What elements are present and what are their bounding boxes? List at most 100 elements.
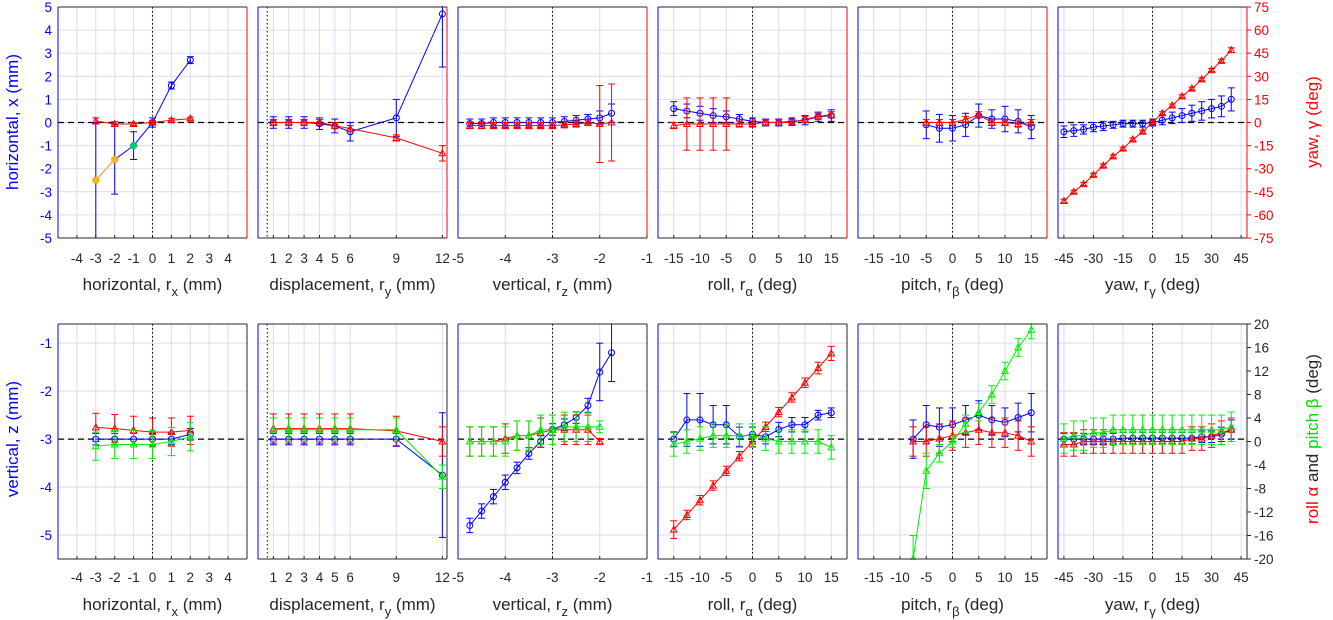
bottom-right-tick-label: 12	[1254, 364, 1269, 379]
bottom-panel-4-x-axis-label-unit: (deg)	[753, 595, 797, 614]
top-panel-5-x-tick-label: -15	[864, 251, 884, 266]
top-panel-4-x-tick-label: 15	[824, 251, 839, 266]
top-panel-5-x-tick-label: 10	[997, 251, 1012, 266]
bottom-panel-3-series-group	[465, 323, 616, 534]
bottom-panel-5-series-3-point	[961, 419, 970, 427]
bottom-panel-5-x-axis-label-unit: (deg)	[960, 595, 1004, 614]
bottom-right-tick-label: 0	[1254, 435, 1262, 450]
top-panel-2-x-axis-label-subscript: y	[385, 284, 392, 299]
top-panel-2-x-axis-label: displacement, ry (mm)	[269, 275, 435, 299]
top-right-tick-label: -30	[1254, 162, 1274, 177]
top-panel-1-x-tick-label: -4	[71, 251, 83, 266]
top-panel-3-series-2-point	[489, 121, 498, 129]
top-panel-1-x-tick-label: 4	[224, 251, 232, 266]
top-right-tick-label: -75	[1254, 231, 1274, 246]
bottom-right-tick-label: 4	[1254, 411, 1262, 426]
data-layer	[91, 6, 1236, 560]
top-panel-6-series-2-line	[1063, 49, 1232, 202]
bottom-right-tick-label: -4	[1254, 458, 1266, 473]
top-panel-2-series-2-point	[269, 117, 278, 126]
bottom-panel-3-series-3-point	[501, 436, 510, 445]
top-panel-2-x-axis-label-unit: (mm)	[391, 275, 435, 294]
bottom-panel-3-series-3-point	[477, 436, 486, 445]
bottom-panel-5-series-1-line	[912, 412, 1032, 440]
bottom-panel-4-series-2-point	[774, 407, 783, 416]
top-panel-1-x-axis-label: horizontal, rx (mm)	[83, 275, 223, 299]
top-panel-1-series-4-point	[130, 142, 138, 150]
bottom-left-tick-label: -4	[40, 480, 52, 495]
bottom-panel-2-series-2-point	[438, 436, 447, 445]
top-panel-3-series-2-point	[465, 121, 474, 129]
bottom-panel-4-series-3-point	[669, 439, 678, 448]
top-panel-3-series-2-point	[583, 117, 592, 126]
top-panel-6-series-2-point	[1217, 56, 1226, 64]
top-panel-1-series-2-point	[110, 119, 119, 128]
top-panel-2-x-tick-label: 12	[435, 251, 450, 266]
top-panel-5-x-tick-label: -5	[920, 251, 932, 266]
label-layer: horizontal, x (mm) yaw, γ (deg) vertical…	[3, 54, 1322, 524]
bottom-panel-5-x-tick-label: -5	[920, 570, 932, 585]
bottom-panel-2-series-3-point	[438, 472, 447, 480]
bottom-panel-4-series-3-point	[735, 431, 744, 439]
top-panel-6-x-tick-label: -45	[1054, 251, 1074, 266]
top-panel-1-x-tick-label: -3	[90, 251, 102, 266]
bottom-left-tick-label: -1	[40, 336, 52, 351]
bottom-panel-5-x-axis-label: pitch, rβ (deg)	[901, 595, 1004, 619]
bottom-panel-5-series-3-point	[974, 407, 983, 416]
top-panel-1-series-3-point	[111, 155, 119, 163]
top-panel-1-x-tick-label: 1	[168, 251, 176, 266]
bottom-panel-2-x-axis-label-subscript: y	[385, 604, 392, 619]
bottom-panel-1-x-tick-label: -3	[90, 570, 102, 585]
top-panel-6-series-1-point	[1168, 114, 1176, 122]
top-panel-6-series-2-point	[1118, 144, 1128, 152]
bottom-panel-4-series-1-point	[827, 409, 835, 417]
top-panel-3-x-axis-label-main: vertical, r	[493, 275, 562, 294]
bottom-left-tick-label: -3	[40, 432, 52, 447]
bottom-right-tick-label: -8	[1254, 482, 1266, 497]
top-left-ylabel: horizontal, x (mm)	[3, 54, 22, 190]
bottom-panel-1-x-axis-label-unit: (mm)	[178, 595, 222, 614]
top-panel-1-series-3-line	[95, 159, 116, 181]
bottom-panel-4-x-axis-label-main: roll, r	[708, 595, 746, 614]
bottom-right-tick-label: -16	[1254, 529, 1274, 544]
bottom-panel-3-series-2-point	[595, 436, 604, 445]
top-panel-4-series-2-point	[722, 119, 731, 128]
top-panel-6-series-2-point	[1069, 187, 1078, 195]
top-panel-6-series-2-point	[1089, 170, 1098, 178]
top-panel-6-x-tick-label: -15	[1113, 251, 1133, 266]
bottom-panel-6-series-3-point	[1109, 425, 1118, 433]
top-panel-6-x-axis-label-subscript: γ	[1149, 284, 1156, 299]
bottom-panel-2-series-3-point	[315, 425, 324, 433]
bottom-panel-1-series-group	[91, 412, 195, 461]
top-panel-1-series-2-point	[148, 117, 157, 126]
bottom-panel-1-x-tick-label: 4	[224, 570, 232, 585]
bottom-panel-3-series-3-point	[536, 425, 545, 433]
top-panel-5-series-2-point	[935, 117, 944, 126]
top-panel-3-series-2-point	[607, 117, 616, 126]
top-panel-6-series-1-point	[1109, 121, 1117, 129]
top-panel-5-series-2-point	[1000, 117, 1010, 126]
top-panel-6-series-2-point	[1079, 179, 1088, 188]
bottom-panel-3-x-tick-label: -1	[641, 570, 653, 585]
top-panel-2-series-2-point	[392, 133, 401, 141]
bottom-panel-3-series-3-point	[465, 436, 474, 445]
bottom-panel-2-series-3-point	[392, 425, 401, 433]
top-panel-3-series-2-point	[501, 121, 510, 129]
top-panel-1-series-3-point	[92, 176, 100, 184]
top-panel-1-series-1-point	[186, 56, 194, 64]
bottom-panel-2-series-3-point	[300, 425, 309, 433]
top-panel-6-x-tick-label: 30	[1204, 251, 1219, 266]
bottom-panel-4-series-2-point	[827, 348, 836, 357]
bottom-panel-2-series-group	[269, 412, 447, 538]
top-panel-6-series-2-point	[1148, 117, 1157, 126]
bottom-panel-4-series-2-point	[722, 466, 731, 474]
top-panel-2-x-tick-label: 2	[285, 251, 293, 266]
bottom-panel-6-x-tick-label: 45	[1234, 570, 1249, 585]
bottom-panel-4-series-2-point	[709, 481, 718, 489]
bottom-panel-5-series-2-point	[1000, 428, 1010, 436]
top-panel-3-x-axis-label-subscript: z	[562, 284, 569, 299]
top-panel-5-series-2-point	[948, 117, 957, 126]
bottom-panel-1-x-axis-label-subscript: x	[171, 604, 178, 619]
bottom-panel-4-series-1-point	[801, 421, 809, 429]
top-panel-6-x-axis-label-unit: (deg)	[1156, 275, 1200, 294]
